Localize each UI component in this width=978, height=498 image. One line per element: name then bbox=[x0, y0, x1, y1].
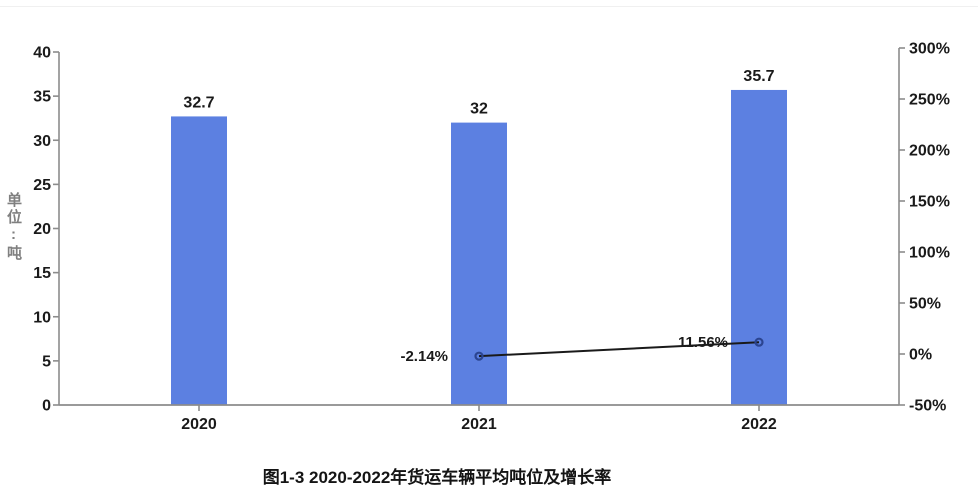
x-axis-category-label: 2022 bbox=[741, 416, 777, 433]
top-separator-line bbox=[0, 6, 978, 7]
right-axis-tick-label: 50% bbox=[909, 296, 941, 313]
growth-value-label: 11.56% bbox=[678, 334, 728, 351]
growth-line bbox=[478, 341, 760, 358]
x-axis-category-label: 2020 bbox=[181, 416, 217, 433]
chart-svg: 0 5 10 15 20 25 30 35 40 -50% 0% 50% 100% 150% 200% 250… bbox=[33, 41, 950, 434]
left-axis-tick-label: 5 bbox=[42, 353, 51, 370]
right-axis-tick-label: 150% bbox=[909, 194, 950, 211]
bar-2020 bbox=[171, 116, 227, 406]
x-axis-category-label: 2021 bbox=[461, 416, 497, 433]
growth-value-label: -2.14% bbox=[400, 348, 448, 365]
left-axis-tick-label: 0 bbox=[42, 398, 51, 415]
left-axis-tick-label: 40 bbox=[33, 45, 51, 62]
bar-value-label: 32 bbox=[470, 101, 488, 118]
left-axis-tick-label: 10 bbox=[33, 309, 51, 326]
bar-2022 bbox=[731, 89, 787, 405]
right-axis-tick-label: 200% bbox=[909, 143, 950, 160]
bar-value-label: 35.7 bbox=[743, 68, 774, 85]
right-axis-tick-label: 250% bbox=[909, 92, 950, 109]
left-axis-tick-label: 15 bbox=[33, 265, 51, 282]
right-axis-tick-label: -50% bbox=[909, 398, 946, 415]
chart-caption: 图1-3 2020-2022年货运车辆平均吨位及增长率 bbox=[262, 468, 612, 487]
right-axis-tick-label: 100% bbox=[909, 245, 950, 262]
left-axis-unit-label: 单位:吨 bbox=[5, 192, 22, 262]
left-axis-tick-label: 30 bbox=[33, 133, 51, 150]
bar-value-label: 32.7 bbox=[183, 94, 214, 111]
right-axis-tick-label: 300% bbox=[909, 41, 950, 58]
left-axis-tick-label: 35 bbox=[33, 89, 51, 106]
bar-2021 bbox=[451, 122, 507, 405]
growth-marker-2022 bbox=[754, 337, 764, 347]
left-axis-tick-label: 20 bbox=[33, 221, 51, 238]
left-axis-tick-label: 25 bbox=[33, 177, 51, 194]
right-axis-tick-label: 0% bbox=[909, 347, 932, 364]
growth-marker-2021 bbox=[474, 351, 484, 361]
